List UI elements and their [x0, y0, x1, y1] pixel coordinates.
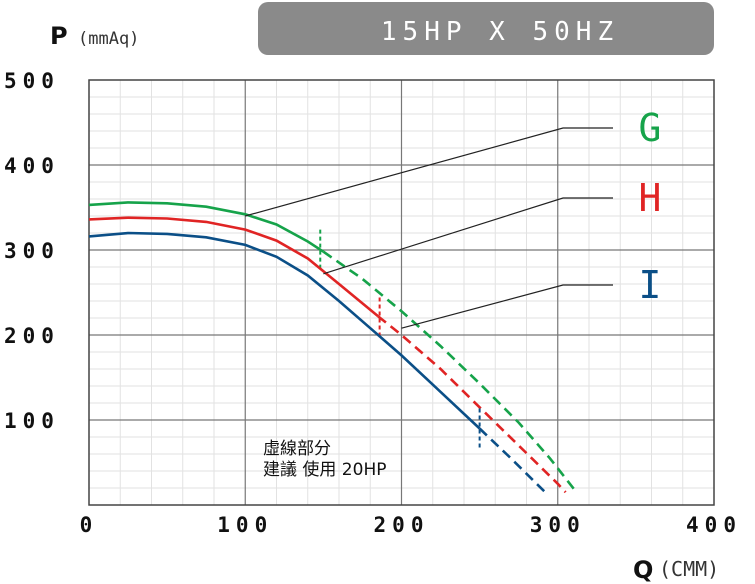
axis-ticks: 100 200 300 400 500 0 100 200 300 400 — [4, 69, 742, 537]
x-axis-symbol: Q — [633, 556, 653, 584]
x-tick-label: 300 — [530, 513, 586, 537]
x-axis-unit: (CMM) — [659, 557, 719, 581]
y-axis-symbol: P — [50, 22, 68, 50]
x-tick-label: 400 — [686, 513, 742, 537]
y-tick-label: 500 — [4, 69, 60, 93]
legend-leader-G — [245, 127, 613, 217]
note-line-1: 虛線部分 — [263, 439, 331, 459]
chart-title: 15HP X 50HZ — [381, 17, 619, 47]
y-axis-unit: (mmAq) — [78, 29, 139, 49]
series-dashed-H — [377, 315, 567, 494]
y-tick-label: 200 — [4, 324, 60, 348]
series-line-G — [88, 201, 325, 253]
legend-leader-H — [323, 197, 613, 275]
y-tick-label: 300 — [4, 239, 60, 263]
grid — [88, 79, 715, 506]
y-tick-label: 100 — [4, 409, 60, 433]
legend-label-H: H — [639, 176, 662, 220]
title-badge — [258, 2, 714, 55]
plot-frame — [88, 79, 715, 506]
legend: GHI — [245, 106, 662, 329]
series-dashed-G — [322, 250, 578, 494]
series-line-H — [88, 216, 379, 318]
legend-leader-I — [401, 284, 613, 329]
legend-label-I: I — [639, 263, 662, 307]
series-lines — [88, 201, 578, 494]
y-tick-label: 400 — [4, 154, 60, 178]
x-tick-label: 0 — [80, 513, 99, 537]
series-line-I — [88, 231, 481, 430]
legend-label-G: G — [639, 106, 662, 150]
note-line-2: 建議 使用 20HP — [263, 459, 386, 480]
x-tick-label: 100 — [217, 513, 273, 537]
x-tick-label: 200 — [374, 513, 430, 537]
